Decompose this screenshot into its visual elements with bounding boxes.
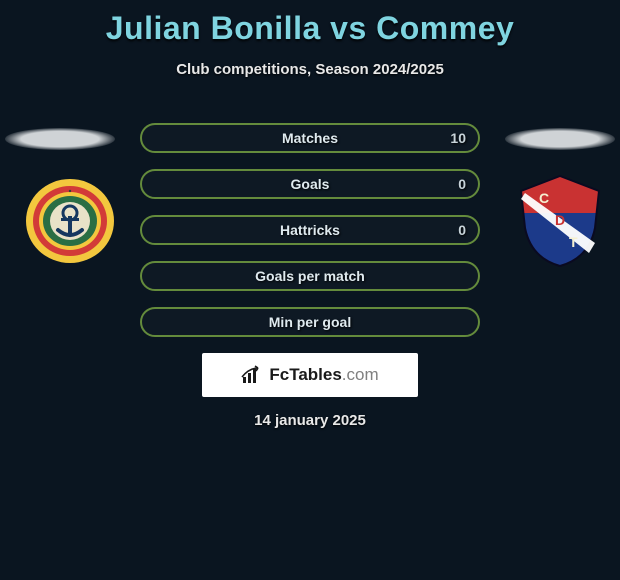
brand-text: FcTables.com [269, 365, 378, 385]
brand-name: FcTables [269, 365, 341, 384]
comparison-card: Julian Bonilla vs Commey Club competitio… [0, 0, 620, 580]
date-text: 14 january 2025 [0, 412, 620, 429]
stat-label: Matches [142, 125, 478, 151]
stat-label: Min per goal [142, 309, 478, 335]
stat-row-goals-per-match: Goals per match [140, 261, 480, 291]
club-badge-left [25, 178, 115, 264]
player-platform-left [5, 128, 115, 150]
stat-row-goals: Goals 0 [140, 169, 480, 199]
stat-value-right: 10 [450, 125, 466, 151]
player-platform-right [505, 128, 615, 150]
subtitle: Club competitions, Season 2024/2025 [0, 61, 620, 78]
svg-text:C: C [539, 190, 549, 206]
stat-value-right: 0 [458, 217, 466, 243]
bar-chart-icon [241, 365, 263, 385]
page-title: Julian Bonilla vs Commey [0, 0, 620, 47]
stats-container: Matches 10 Goals 0 Hattricks 0 Goals per… [140, 123, 480, 353]
stat-label: Goals per match [142, 263, 478, 289]
svg-text:D: D [555, 212, 565, 228]
club-badge-right: C D T [515, 173, 605, 268]
brand-badge[interactable]: FcTables.com [202, 353, 418, 397]
brand-domain: .com [342, 365, 379, 384]
stat-row-min-per-goal: Min per goal [140, 307, 480, 337]
stat-row-matches: Matches 10 [140, 123, 480, 153]
stat-label: Goals [142, 171, 478, 197]
stat-label: Hattricks [142, 217, 478, 243]
svg-text:T: T [569, 234, 578, 250]
stat-value-right: 0 [458, 171, 466, 197]
stat-row-hattricks: Hattricks 0 [140, 215, 480, 245]
